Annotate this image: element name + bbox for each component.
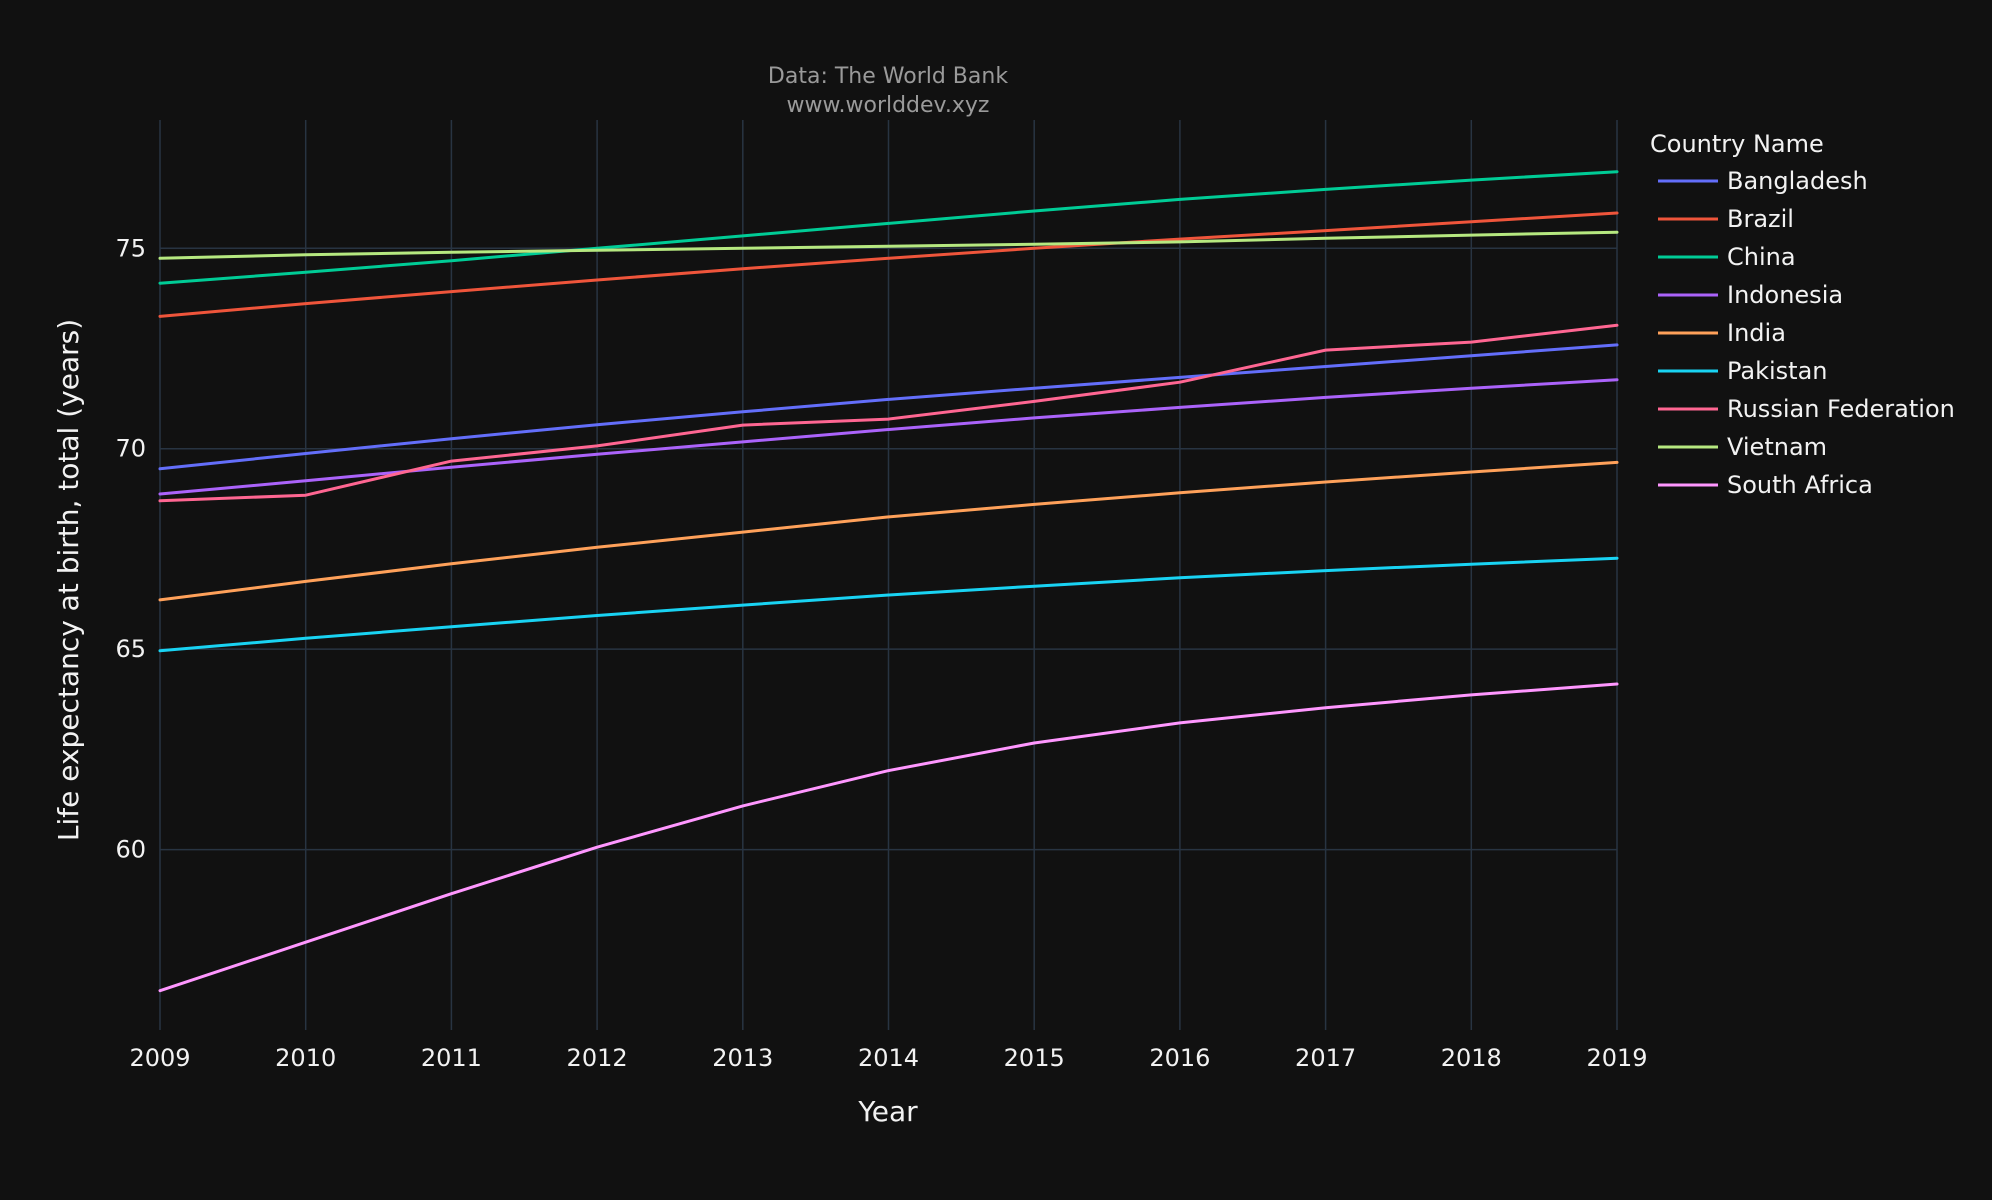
x-axis-ticks: 2009 2010 2011 2012 2013 2014 2015 2016 2017 2018… — [129, 1044, 1647, 1072]
y-tick-label: 60 — [115, 836, 146, 864]
y-axis-ticks: 60 65 70 75 — [115, 234, 146, 863]
plot-area — [158, 170, 1619, 993]
legend-label: China — [1727, 243, 1796, 271]
annotation-source: Data: The World Bank — [768, 64, 1008, 89]
legend-label: South Africa — [1727, 471, 1873, 499]
legend-item-south-africa[interactable]: South Africa — [1658, 471, 1873, 499]
series-line-pakistan — [158, 556, 1619, 653]
y-axis-title: Life expectancy at birth, total (years) — [52, 319, 85, 841]
legend-item-india[interactable]: India — [1658, 319, 1786, 347]
x-tick-label: 2010 — [275, 1044, 336, 1072]
series-line-china — [158, 170, 1619, 285]
legend-label: Bangladesh — [1727, 167, 1868, 195]
legend-item-vietnam[interactable]: Vietnam — [1658, 433, 1827, 461]
legend-label: Vietnam — [1727, 433, 1827, 461]
x-tick-label: 2019 — [1586, 1044, 1647, 1072]
series-line-south-africa — [158, 682, 1619, 993]
x-tick-label: 2013 — [712, 1044, 773, 1072]
legend-items[interactable]: Bangladesh Brazil China Indonesia India Pakis… — [1658, 167, 1955, 499]
x-tick-label: 2014 — [858, 1044, 919, 1072]
x-tick-label: 2012 — [567, 1044, 628, 1072]
x-tick-label: 2017 — [1295, 1044, 1356, 1072]
legend-title: Country Name — [1650, 130, 1824, 158]
x-tick-label: 2016 — [1149, 1044, 1210, 1072]
x-axis-title: Year — [857, 1095, 918, 1128]
legend-label: India — [1727, 319, 1786, 347]
legend-label: Russian Federation — [1727, 395, 1955, 423]
annotation-url: www.worlddev.xyz — [787, 93, 990, 118]
legend-label: Indonesia — [1727, 281, 1843, 309]
gridlines — [159, 120, 1618, 1030]
legend-item-china[interactable]: China — [1658, 243, 1796, 271]
x-tick-label: 2018 — [1441, 1044, 1502, 1072]
y-tick-label: 75 — [115, 234, 146, 262]
legend-item-pakistan[interactable]: Pakistan — [1658, 357, 1828, 385]
series-line-brazil — [158, 211, 1619, 318]
series-line-russian-federation — [158, 323, 1619, 503]
legend-item-brazil[interactable]: Brazil — [1658, 205, 1794, 233]
x-tick-label: 2015 — [1004, 1044, 1065, 1072]
y-tick-label: 70 — [115, 435, 146, 463]
legend[interactable]: Country Name Bangladesh Brazil China Indone… — [1650, 130, 1955, 499]
legend-label: Pakistan — [1727, 357, 1828, 385]
series-line-vietnam — [158, 230, 1619, 260]
legend-item-russian-federation[interactable]: Russian Federation — [1658, 395, 1955, 423]
legend-label: Brazil — [1727, 205, 1794, 233]
x-tick-label: 2011 — [421, 1044, 482, 1072]
y-tick-label: 65 — [115, 635, 146, 663]
series-line-bangladesh — [158, 343, 1619, 471]
legend-item-bangladesh[interactable]: Bangladesh — [1658, 167, 1868, 195]
series-line-india — [158, 460, 1619, 602]
legend-item-indonesia[interactable]: Indonesia — [1658, 281, 1843, 309]
x-tick-label: 2009 — [129, 1044, 190, 1072]
